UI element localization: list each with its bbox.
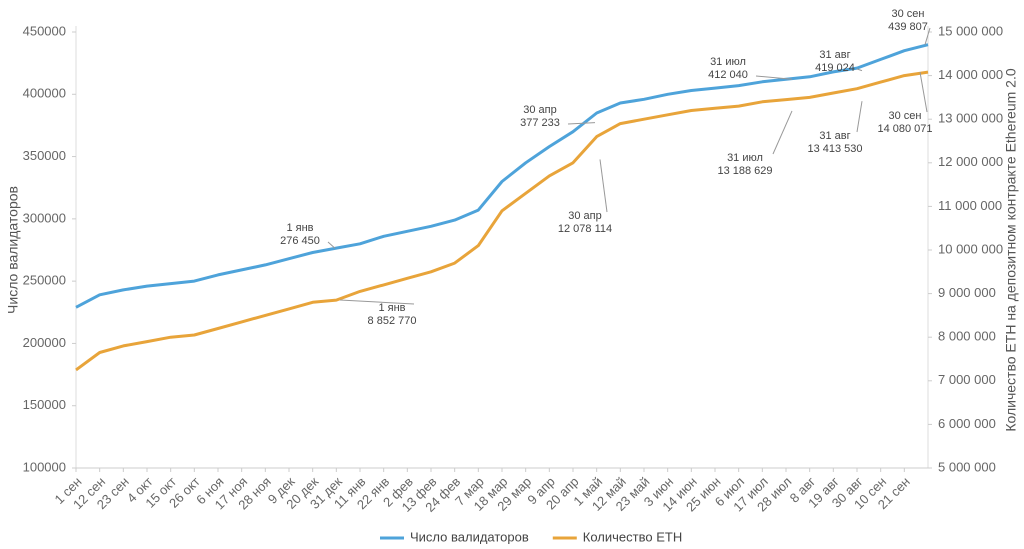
annotation-leader (755, 75, 793, 80)
annotation-date: 1 янв (286, 222, 313, 234)
y2-tick-label: 13 000 000 (938, 111, 1003, 126)
y2-tick-label: 11 000 000 (938, 198, 1002, 213)
annotation-date: 30 апр (523, 104, 556, 116)
y2-tick-label: 12 000 000 (938, 154, 1003, 169)
y-axis-label: Число валидаторов (5, 186, 21, 314)
annotation-date: 1 янв (378, 302, 405, 314)
annotation-date: 31 авг (819, 49, 850, 61)
annotation-date: 31 июл (710, 56, 746, 68)
annotation-value: 13 188 629 (717, 165, 772, 177)
annotation-leader (327, 241, 336, 249)
y2-tick-label: 10 000 000 (938, 241, 1003, 256)
annotation-date: 30 сен (889, 110, 922, 122)
annotation-leader (924, 27, 931, 45)
annotation-value: 12 078 114 (558, 223, 612, 235)
y-tick-label: 300000 (23, 210, 66, 225)
annotation-date: 30 апр (568, 210, 601, 222)
annotation-value: 377 233 (520, 117, 560, 129)
y2-tick-label: 6 000 000 (938, 416, 996, 431)
annotation-value: 14 080 071 (877, 123, 932, 135)
annotation-value: 8 852 770 (368, 315, 417, 327)
annotation-leader (856, 68, 863, 72)
annotation-value: 13 413 530 (807, 143, 862, 155)
y-tick-label: 350000 (23, 148, 66, 163)
y-tick-label: 400000 (23, 86, 66, 101)
annotation-leader (339, 299, 415, 305)
annotation-leader (856, 101, 863, 133)
series-line (75, 70, 929, 372)
annotation-date: 31 июл (727, 152, 763, 164)
y-tick-label: 450000 (23, 23, 66, 38)
y2-tick-label: 14 000 000 (938, 67, 1003, 82)
y-tick-label: 200000 (23, 335, 66, 350)
y-tick-label: 150000 (23, 397, 66, 412)
y2-tick-label: 7 000 000 (938, 372, 996, 387)
y-tick-label: 250000 (23, 273, 66, 288)
annotation-leader (772, 110, 793, 155)
y-tick-label: 100000 (23, 459, 66, 474)
y2-tick-label: 9 000 000 (938, 285, 996, 300)
series-line (75, 43, 929, 309)
annotation-leader (567, 122, 596, 125)
annotation-leader (599, 159, 608, 213)
y2-tick-label: 8 000 000 (938, 329, 996, 344)
annotation-date: 30 сен (892, 8, 925, 20)
annotation-value: 439 807 (888, 21, 928, 33)
annotation-value: 276 450 (280, 235, 320, 247)
legend-label: Количество ETH (583, 529, 682, 544)
annotation-date: 31 авг (819, 130, 850, 142)
annotation-leader (919, 72, 928, 113)
legend-label: Число валидаторов (410, 529, 529, 544)
y2-axis-label: Количество ETH на депозитном контракте E… (1003, 68, 1019, 431)
y2-tick-label: 5 000 000 (938, 459, 996, 474)
annotation-value: 419 024 (815, 62, 855, 74)
annotation-value: 412 040 (708, 69, 748, 81)
y2-tick-label: 15 000 000 (938, 23, 1003, 38)
